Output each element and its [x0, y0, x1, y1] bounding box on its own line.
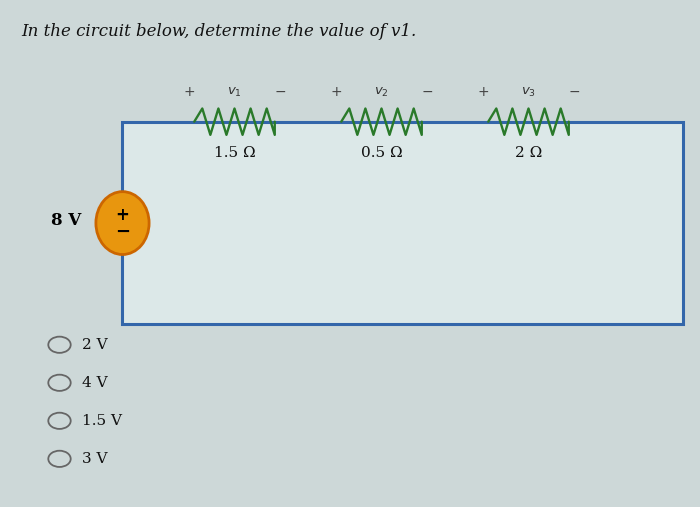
- Text: 3 V: 3 V: [82, 452, 107, 466]
- Text: $v_2$: $v_2$: [374, 86, 389, 99]
- Text: $v_3$: $v_3$: [521, 86, 536, 99]
- Text: 1.5 Ω: 1.5 Ω: [214, 146, 256, 160]
- Text: −: −: [115, 223, 130, 241]
- Text: +: +: [116, 206, 130, 225]
- Text: +: +: [477, 85, 489, 99]
- Text: $v_1$: $v_1$: [227, 86, 242, 99]
- Text: −: −: [421, 85, 433, 99]
- Text: +: +: [183, 85, 195, 99]
- Text: 4 V: 4 V: [82, 376, 108, 390]
- Text: 0.5 Ω: 0.5 Ω: [360, 146, 402, 160]
- Text: 8 V: 8 V: [51, 212, 82, 229]
- Text: −: −: [568, 85, 580, 99]
- Text: In the circuit below, determine the value of v1.: In the circuit below, determine the valu…: [21, 23, 416, 40]
- Ellipse shape: [96, 192, 149, 255]
- Text: 2 V: 2 V: [82, 338, 108, 352]
- Text: −: −: [274, 85, 286, 99]
- Text: +: +: [330, 85, 342, 99]
- Text: 2 Ω: 2 Ω: [515, 146, 542, 160]
- Text: 1.5 V: 1.5 V: [82, 414, 122, 428]
- FancyBboxPatch shape: [122, 122, 682, 324]
